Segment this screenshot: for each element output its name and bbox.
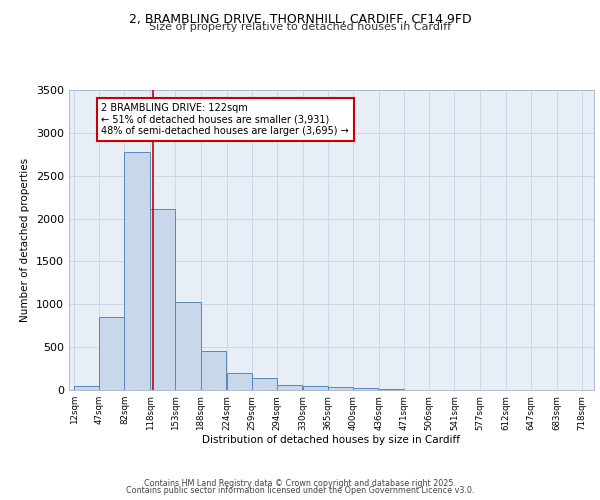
- Text: Size of property relative to detached houses in Cardiff: Size of property relative to detached ho…: [149, 22, 451, 32]
- Bar: [200, 352, 226, 390]
- Text: 2 BRAMBLING DRIVE: 122sqm
← 51% of detached houses are smaller (3,931)
48% of se: 2 BRAMBLING DRIVE: 122sqm ← 51% of detac…: [101, 103, 349, 136]
- Bar: [303, 386, 328, 390]
- Bar: [328, 387, 353, 390]
- Text: Contains public sector information licensed under the Open Government Licence v3: Contains public sector information licen…: [126, 486, 474, 495]
- Bar: [99, 317, 124, 390]
- Bar: [353, 388, 378, 390]
- Bar: [379, 389, 404, 390]
- Bar: [277, 385, 302, 390]
- Bar: [175, 302, 200, 390]
- Y-axis label: Number of detached properties: Number of detached properties: [20, 158, 31, 322]
- Bar: [124, 152, 149, 390]
- Bar: [74, 386, 99, 390]
- Text: Contains HM Land Registry data © Crown copyright and database right 2025.: Contains HM Land Registry data © Crown c…: [144, 478, 456, 488]
- Bar: [150, 209, 175, 390]
- Bar: [227, 373, 251, 390]
- Bar: [251, 378, 277, 390]
- X-axis label: Distribution of detached houses by size in Cardiff: Distribution of detached houses by size …: [203, 436, 461, 446]
- Text: 2, BRAMBLING DRIVE, THORNHILL, CARDIFF, CF14 9FD: 2, BRAMBLING DRIVE, THORNHILL, CARDIFF, …: [128, 12, 472, 26]
